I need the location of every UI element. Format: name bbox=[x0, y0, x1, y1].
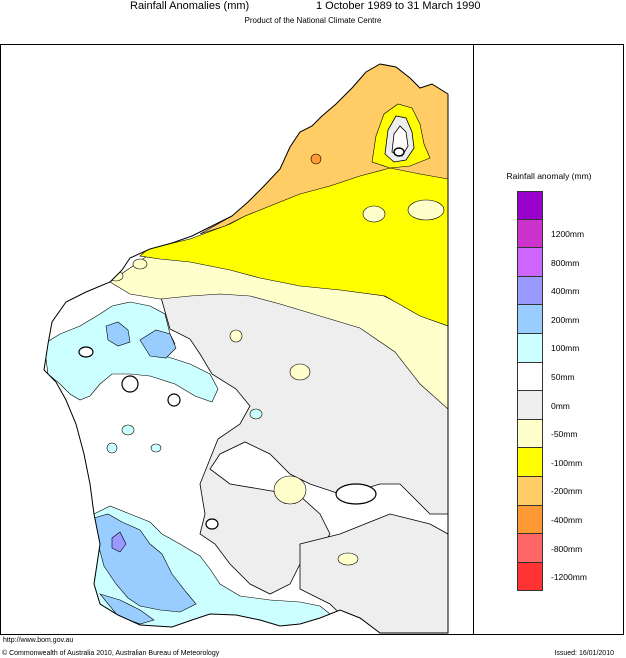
legend-swatch bbox=[517, 219, 543, 249]
legend-divider bbox=[473, 44, 474, 635]
legend-label: -50mm bbox=[551, 429, 578, 440]
legend-label: 100mm bbox=[551, 343, 580, 354]
legend-swatch bbox=[517, 505, 543, 535]
legend-label: -1200mm bbox=[551, 572, 587, 583]
anomaly-hole-white-1 bbox=[335, 483, 377, 505]
legend-swatch bbox=[517, 562, 543, 592]
footer-url: http://www.bom.gov.au bbox=[3, 637, 74, 644]
legend-label: -100mm bbox=[551, 457, 583, 468]
map-title-bar: Rainfall Anomalies (mm) 1 October 1989 t… bbox=[0, 0, 626, 14]
legend-label: 1200mm bbox=[551, 228, 585, 239]
anomaly-zone-purple bbox=[111, 531, 127, 553]
anomaly-blob-cyan-3 bbox=[150, 443, 162, 453]
rainfall-anomaly-map bbox=[43, 63, 449, 634]
legend-swatch bbox=[517, 534, 543, 563]
anomaly-blob-pale-4 bbox=[337, 552, 359, 566]
anomaly-island-pale-1 bbox=[362, 205, 386, 223]
legend-label: -400mm bbox=[551, 514, 583, 525]
anomaly-hole-white-2 bbox=[167, 393, 181, 407]
anomaly-hole-white-3 bbox=[121, 375, 139, 393]
legend-color-scale bbox=[517, 191, 543, 592]
legend-title: Rainfall anomaly (mm) bbox=[506, 171, 592, 181]
footer-copyright: © Commonwealth of Australia 2010, Austra… bbox=[2, 650, 220, 657]
anomaly-zone-blue-central-west bbox=[139, 329, 177, 359]
legend-label: 0mm bbox=[551, 400, 570, 411]
anomaly-blob-pale-1 bbox=[229, 329, 243, 343]
anomaly-hole-white-5 bbox=[205, 518, 219, 530]
legend-swatch bbox=[517, 391, 543, 420]
legend-label: -200mm bbox=[551, 486, 583, 497]
legend-swatch bbox=[517, 248, 543, 277]
anomaly-blob-cyan-1 bbox=[121, 424, 135, 436]
anomaly-blob-pale-3 bbox=[273, 475, 307, 505]
legend-label: 400mm bbox=[551, 286, 580, 297]
map-title: Rainfall Anomalies (mm) bbox=[130, 0, 250, 12]
legend-swatch bbox=[517, 448, 543, 477]
legend-swatch bbox=[517, 362, 543, 392]
legend-label: -800mm bbox=[551, 543, 583, 554]
anomaly-blob-pale-2 bbox=[289, 363, 311, 381]
map-subtitle: Product of the National Climate Centre bbox=[244, 16, 382, 25]
legend-swatch bbox=[517, 476, 543, 506]
legend-swatch bbox=[517, 333, 543, 363]
anomaly-blob-pale-6 bbox=[132, 258, 148, 270]
legend-swatch bbox=[517, 191, 543, 220]
legend-swatch bbox=[517, 419, 543, 449]
anomaly-zone-grey-se bbox=[299, 513, 448, 633]
anomaly-blob-cyan-4 bbox=[106, 442, 118, 454]
map-period: 1 October 1989 to 31 March 1990 bbox=[316, 0, 481, 12]
anomaly-zone-blue-west bbox=[105, 321, 131, 347]
anomaly-contour-kimberley-core bbox=[393, 147, 405, 157]
anomaly-fill-layer bbox=[44, 64, 448, 633]
legend-label: 800mm bbox=[551, 257, 580, 268]
legend-label: 200mm bbox=[551, 314, 580, 325]
map-frame bbox=[0, 44, 624, 635]
legend-swatch bbox=[517, 276, 543, 306]
footer-issued-date: Issued: 16/01/2010 bbox=[554, 650, 614, 657]
legend-swatch bbox=[517, 305, 543, 334]
wa-coastline bbox=[43, 63, 449, 634]
anomaly-zone-cyan-west bbox=[44, 301, 219, 403]
anomaly-hole-white-4 bbox=[78, 346, 94, 358]
anomaly-island-pale-2 bbox=[407, 199, 445, 221]
anomaly-blob-cyan-2 bbox=[249, 408, 263, 420]
anomaly-zone-deep-orange bbox=[310, 153, 322, 165]
legend-label: 50mm bbox=[551, 371, 575, 382]
